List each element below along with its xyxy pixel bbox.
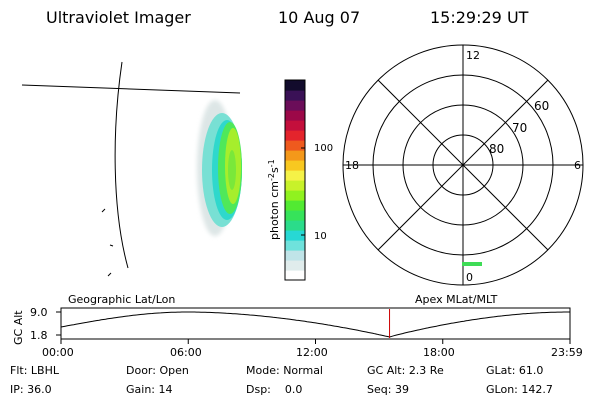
x-tick-label: 06:00: [170, 346, 202, 359]
y-tick-label-bottom: 1.8: [30, 329, 48, 342]
coast-mark: [101, 208, 106, 213]
x-tick-label: 23:59: [551, 346, 583, 359]
date-label: 10 Aug 07: [278, 8, 361, 27]
colorbar-cell: [285, 210, 305, 221]
x-tick-label: 00:00: [42, 346, 74, 359]
timeline-left-label: Geographic Lat/Lon: [68, 293, 175, 306]
colorbar-cell: [285, 190, 305, 201]
mode-status: Mode: Normal: [246, 364, 323, 377]
door-status: Door: Open: [126, 364, 189, 377]
y-tick-label-top: 9.0: [30, 306, 48, 319]
dsp-status: Dsp: 0.0: [246, 383, 303, 396]
colorbar-cell: [285, 240, 305, 251]
filter-status: Flt: LBHL: [10, 364, 59, 377]
polar-aurora-spot: [462, 262, 482, 266]
colorbar-title: photon cm-2s-1: [267, 159, 282, 240]
colorbar-cell: [285, 130, 305, 141]
timeline-frame: [60, 307, 571, 340]
colorbar-cell: [285, 80, 305, 91]
latitude-line: [21, 84, 241, 94]
colorbar-cell: [285, 140, 305, 151]
colorbar-cell: [285, 100, 305, 111]
instrument-title: Ultraviolet Imager: [46, 8, 191, 27]
altitude-curve: [60, 311, 570, 338]
colorbar-tick-label-100: 100: [314, 143, 333, 154]
lat-label-70: 70: [512, 121, 527, 135]
geographic-image-panel: [21, 61, 242, 277]
gain-status: Gain: 14: [126, 383, 173, 396]
mlt-label-18: 18: [345, 159, 359, 172]
colorbar-cell: [285, 230, 305, 241]
mlt-label-0: 0: [466, 271, 473, 284]
polar-diagonal: [377, 79, 549, 251]
glon-status: GLon: 142.7: [486, 383, 553, 396]
y-axis-title: GC Alt: [12, 310, 25, 345]
colorbar-cell: [285, 250, 305, 261]
colorbar: 100 10 photon cm-2s-1: [267, 79, 333, 281]
lat-label-80: 80: [489, 142, 504, 156]
timeline-right-label: Apex MLat/MLT: [415, 293, 498, 306]
colorbar-cell: [285, 90, 305, 101]
colorbar-cell: [285, 260, 305, 271]
gcalt-status: GC Alt: 2.3 Re: [367, 364, 444, 377]
x-tick-label: 18:00: [423, 346, 455, 359]
colorbar-cell: [285, 160, 305, 171]
aurora-core: [228, 150, 236, 190]
polar-plot: 12 18 6 0 60 70 80: [342, 44, 584, 286]
mlt-label-6: 6: [574, 159, 581, 172]
mlt-label-12: 12: [466, 49, 480, 62]
colorbar-tick-label-10: 10: [314, 231, 327, 242]
glat-status: GLat: 61.0: [486, 364, 544, 377]
colorbar-cell: [285, 200, 305, 211]
colorbar-cell: [285, 110, 305, 121]
coast-mark: [109, 244, 114, 247]
x-tick-label: 12:00: [296, 346, 328, 359]
lat-label-60: 60: [534, 99, 549, 113]
seq-status: Seq: 39: [367, 383, 409, 396]
orbit-timeline: Geographic Lat/Lon Apex MLat/MLT 9.0 1.8…: [12, 293, 583, 359]
colorbar-cell: [285, 170, 305, 181]
ip-status: IP: 36.0: [10, 383, 52, 396]
colorbar-cell: [285, 180, 305, 191]
colorbar-cell: [285, 270, 305, 281]
longitude-line: [114, 61, 129, 269]
time-label: 15:29:29 UT: [430, 8, 529, 27]
colorbar-frame: [284, 79, 306, 281]
colorbar-cell: [285, 120, 305, 131]
coast-mark: [107, 272, 112, 277]
colorbar-cell: [285, 150, 305, 161]
colorbar-cell: [285, 220, 305, 231]
aurora-image: [197, 100, 242, 236]
